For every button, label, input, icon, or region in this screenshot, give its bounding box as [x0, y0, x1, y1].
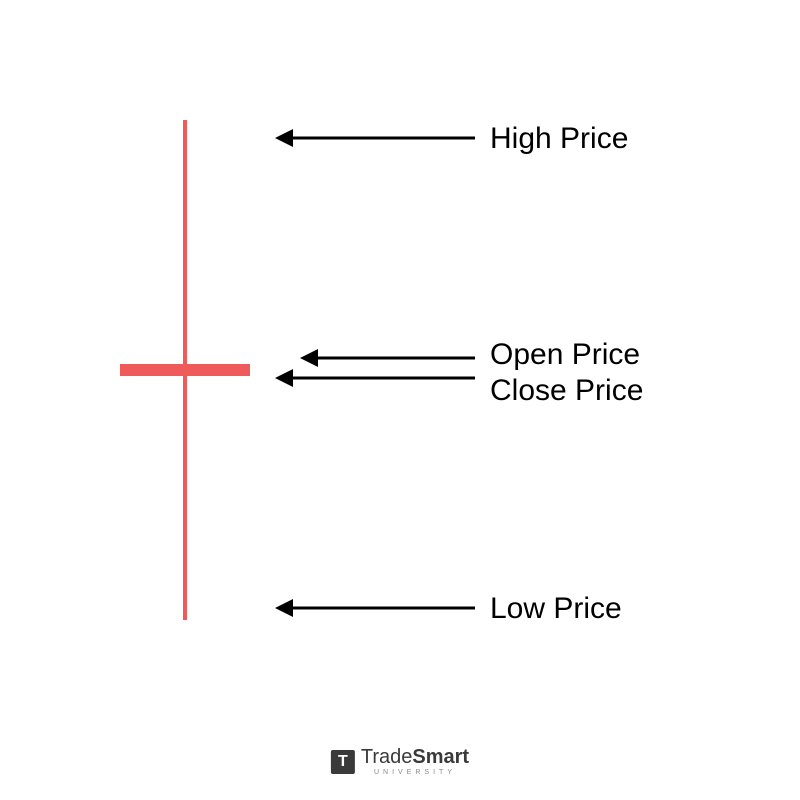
logo-mark-icon: T: [331, 750, 355, 774]
diagram-canvas: [0, 0, 800, 800]
brand-logo: T TradeSmart UNIVERSITY: [331, 747, 469, 776]
arrow-annotations: [275, 129, 475, 617]
logo-subtitle: UNIVERSITY: [361, 769, 469, 776]
logo-text-bold: Smart: [412, 746, 469, 768]
label-high-price: High Price: [490, 122, 628, 156]
label-open-price: Open Price: [490, 338, 640, 372]
candlestick-shape: [120, 120, 250, 620]
label-low-price: Low Price: [490, 592, 622, 626]
logo-text-light: Trade: [361, 746, 413, 768]
label-close-price: Close Price: [490, 374, 643, 408]
logo-text: TradeSmart UNIVERSITY: [361, 747, 469, 776]
